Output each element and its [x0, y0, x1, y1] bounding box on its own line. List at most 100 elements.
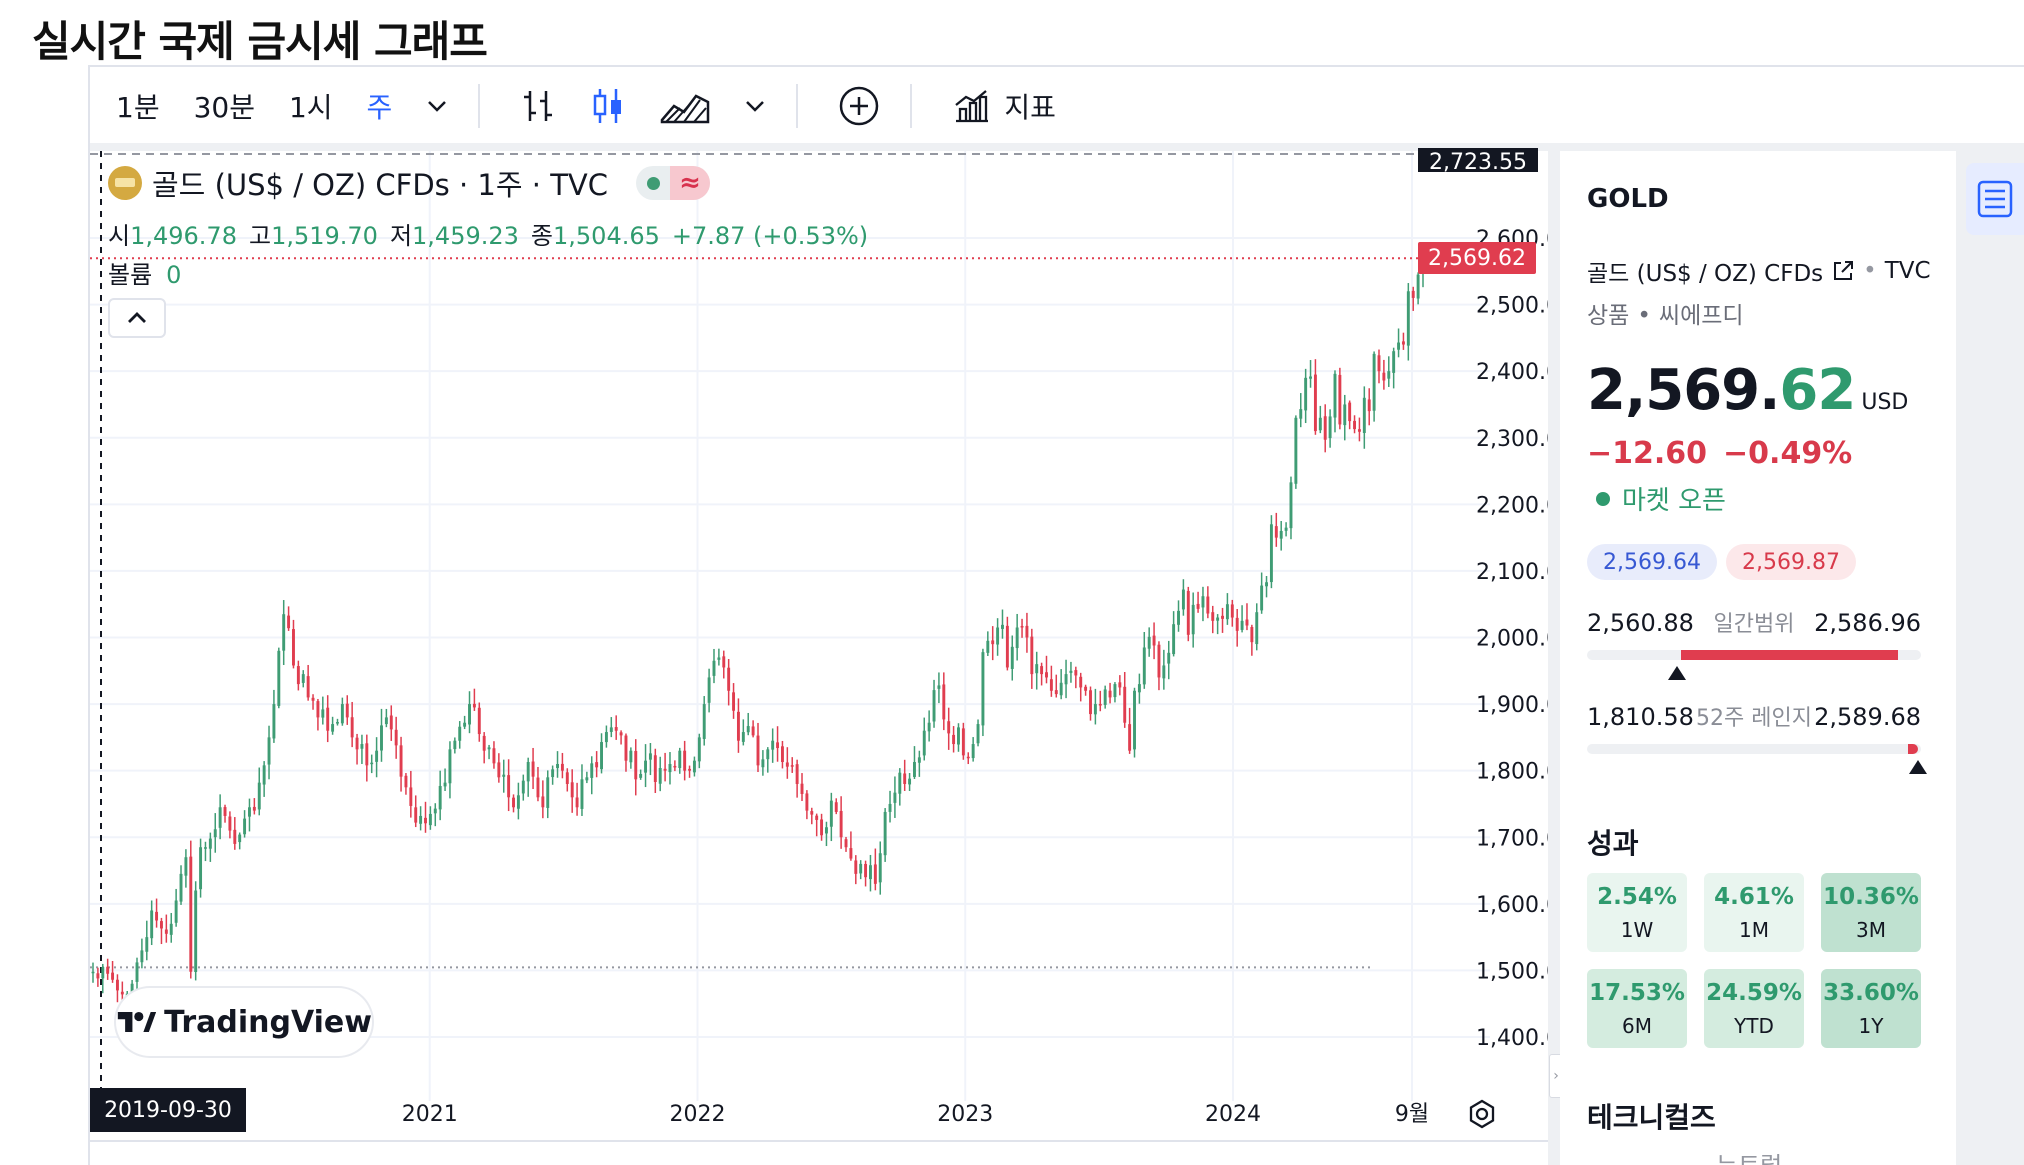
candle-body — [125, 993, 129, 996]
widget-frame — [88, 65, 2024, 1165]
interval-1m-button[interactable]: 1분 — [116, 91, 160, 124]
candle-body — [174, 900, 178, 923]
interval-1h-button[interactable]: 1시 — [288, 91, 333, 124]
area-chart-type-button[interactable] — [652, 82, 718, 130]
candle-body — [526, 762, 530, 782]
candle-body — [1064, 674, 1068, 685]
perf-1m: 4.61% 1M — [1704, 873, 1804, 952]
chart-canvas[interactable]: 2,600.002,500.002,400.002,300.002,200.00… — [90, 151, 1548, 1141]
chart-legend: 골드 (US$ / OZ) CFDs · 1주 · TVC ≈ 시1,496.7… — [108, 162, 880, 251]
chevron-down-icon — [746, 101, 765, 112]
candle-body — [722, 656, 726, 668]
candle-body — [252, 806, 256, 811]
candle-chart-type-button[interactable] — [582, 80, 634, 132]
candle-body — [218, 807, 222, 828]
candle-body — [707, 677, 711, 703]
symbol-title[interactable]: 골드 (US$ / OZ) CFDs · 1주 · TVC — [152, 168, 609, 202]
change-absolute: −12.60 — [1587, 436, 1708, 471]
candle-body — [331, 724, 335, 732]
candle-body — [1025, 625, 1029, 638]
week52-range-bar — [1587, 744, 1927, 774]
candle-body — [1084, 686, 1088, 691]
candle-body — [864, 863, 868, 878]
candle-body — [981, 652, 985, 726]
candle-body — [1133, 690, 1136, 750]
candle-body — [1401, 341, 1405, 345]
candle-body — [629, 750, 633, 763]
cfd-wave-icon: ≈ — [670, 166, 711, 200]
candle-body — [468, 704, 471, 725]
open-label: 시 — [108, 222, 131, 250]
perf-label: 3M — [1856, 917, 1886, 942]
watchlist-button[interactable] — [1966, 163, 2024, 235]
symbol-ticker: GOLD — [1587, 184, 1669, 214]
price-chart[interactable]: 2,600.002,500.002,400.002,300.002,200.00… — [90, 151, 1548, 1141]
symbol-name-text[interactable]: 골드 (US$ / OZ) CFDs — [1587, 261, 1824, 287]
candle-body — [908, 778, 912, 785]
interval-dropdown-button[interactable] — [418, 93, 456, 119]
indicators-button[interactable]: 지표 — [944, 80, 1064, 132]
perf-1w: 2.54% 1W — [1587, 873, 1687, 952]
candle-body — [375, 750, 379, 762]
interval-30m-button[interactable]: 30분 — [193, 91, 255, 124]
candle-body — [120, 991, 124, 995]
candle-body — [600, 742, 603, 770]
candle-body — [155, 911, 159, 921]
candle-body — [292, 629, 295, 666]
compare-symbol-button[interactable] — [830, 79, 888, 133]
perf-value: 2.54% — [1597, 883, 1677, 910]
perf-6m: 17.53% 6M — [1587, 969, 1687, 1048]
collapse-legend-button[interactable] — [108, 298, 166, 338]
toolbar-divider — [910, 84, 913, 128]
candle-body — [1035, 664, 1039, 674]
day-range-bar — [1587, 650, 1921, 680]
candle-body — [512, 797, 515, 808]
x-tick-label: 9월 — [1395, 1102, 1429, 1127]
candle-body — [732, 692, 736, 711]
last-price-tag: 2,569.62 — [1418, 242, 1536, 274]
day-range-label: 일간범위 — [1713, 612, 1795, 637]
candle-body — [1123, 686, 1127, 723]
area-chart-icon — [661, 94, 710, 124]
candle-body — [164, 929, 168, 934]
candle-body — [463, 722, 467, 727]
candle-body — [639, 773, 643, 778]
interval-week-button[interactable]: 주 — [366, 91, 393, 124]
tradingview-logo[interactable]: TradingView — [116, 988, 372, 1056]
day-range-fill — [1680, 650, 1898, 660]
chart-type-dropdown-button[interactable] — [736, 93, 774, 119]
market-status-pill[interactable]: ≈ — [636, 166, 711, 200]
exchange-name: TVC — [1884, 258, 1931, 284]
candle-body — [91, 971, 95, 974]
tradingview-mark-icon — [117, 1011, 157, 1033]
candle-body — [1201, 596, 1205, 608]
candle-body — [1289, 482, 1293, 529]
candle-body — [1392, 351, 1396, 373]
change-value: +7.87 (+0.53%) — [671, 222, 869, 250]
candle-body — [1221, 615, 1224, 619]
candle-body — [1181, 589, 1185, 610]
candle-body — [233, 829, 237, 844]
candle-body — [204, 847, 207, 849]
candle-body — [311, 697, 315, 701]
bar-chart-type-button[interactable] — [512, 81, 564, 131]
chart-settings-button[interactable] — [1466, 1098, 1498, 1134]
external-link-icon[interactable] — [1831, 259, 1855, 283]
candle-body — [957, 727, 960, 745]
chart-toolbar: 1분 30분 1시 주 지표 — [90, 67, 2024, 145]
toolbar-bottom-border — [90, 143, 2024, 151]
candle-body — [1069, 670, 1073, 673]
candlestick-icon — [594, 89, 622, 123]
candle-body — [243, 818, 247, 835]
y-tick-label: 2,200.00 — [1476, 493, 1548, 518]
candle-body — [443, 782, 447, 787]
candle-body — [859, 863, 863, 874]
candle-body — [223, 807, 227, 816]
perf-value: 24.59% — [1706, 979, 1802, 1006]
candle-body — [257, 782, 261, 810]
candle-body — [971, 744, 975, 759]
x-tick-label: 2022 — [669, 1102, 725, 1127]
candle-body — [1211, 612, 1215, 621]
candle-body — [1191, 604, 1195, 635]
candle-body — [913, 762, 916, 777]
